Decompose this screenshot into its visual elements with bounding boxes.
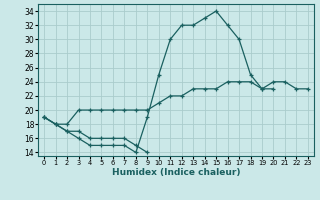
- X-axis label: Humidex (Indice chaleur): Humidex (Indice chaleur): [112, 168, 240, 177]
